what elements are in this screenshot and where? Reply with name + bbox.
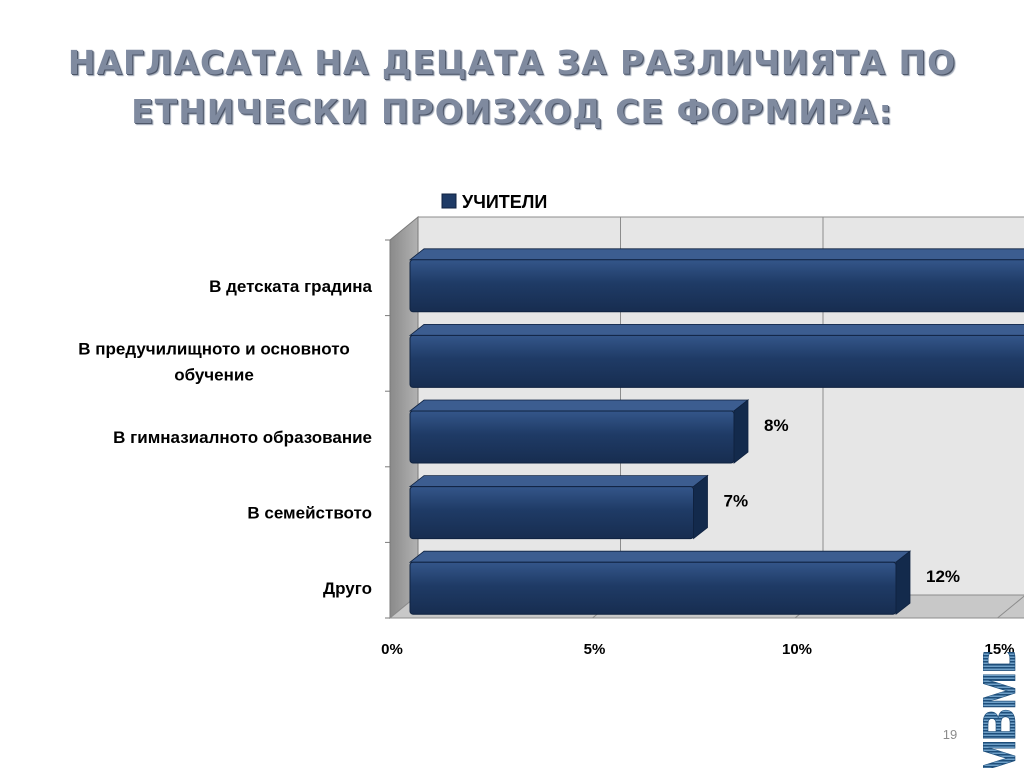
slide-title-line-1: НАГЛАСАТА НА ДЕЦАТА ЗА РАЗЛИЧИЯТА ПО xyxy=(67,43,957,82)
bar-top-face xyxy=(408,550,912,563)
category-label: Друго xyxy=(323,579,372,598)
bar-front-face xyxy=(409,561,897,615)
data-label: 8% xyxy=(764,416,789,435)
data-label: 7% xyxy=(724,492,749,511)
bar xyxy=(408,474,709,540)
mbmd-logo: MBMD xyxy=(983,652,1023,768)
bar-front-face xyxy=(409,334,1024,388)
page-number: 19 xyxy=(942,727,958,742)
bar-top-face xyxy=(408,248,1024,261)
bar xyxy=(408,399,750,464)
bar-front-face xyxy=(409,259,1024,313)
gridline xyxy=(997,595,1024,619)
category-label: В гимназиалното образование xyxy=(113,428,372,447)
x-tick-label: 5% xyxy=(584,641,606,658)
bar xyxy=(408,248,1024,313)
bar-front-face xyxy=(409,486,694,540)
slide-title: НАГЛАСАТА НА ДЕЦАТА ЗА РАЗЛИЧИЯТА ПО ЕТН… xyxy=(40,38,984,136)
legend-swatch xyxy=(441,193,457,209)
slide-title-line-2: ЕТНИЧЕСКИ ПРОИЗХОД СЕ ФОРМИРА: xyxy=(131,92,893,131)
bar-chart: 34%В детската градина35%В предучилищното… xyxy=(78,192,1024,658)
bar xyxy=(408,550,912,616)
x-tick-label: 15% xyxy=(984,641,1014,658)
svg-text:MBMD: MBMD xyxy=(983,652,1023,768)
bar-front-face xyxy=(409,410,735,464)
data-label: 12% xyxy=(926,567,960,586)
bar xyxy=(408,323,1024,388)
legend: УЧИТЕЛИ xyxy=(441,192,547,212)
x-tick-label: 10% xyxy=(782,641,812,658)
bar-end-face xyxy=(895,550,911,616)
x-tick-label: 0% xyxy=(381,641,403,658)
bar-top-face xyxy=(408,475,709,488)
bar-top-face xyxy=(408,399,750,412)
category-label: В детската градина xyxy=(209,277,372,296)
legend-label: УЧИТЕЛИ xyxy=(462,192,547,212)
category-label: В предучилищното и основното обучение xyxy=(78,339,350,384)
bar-end-face xyxy=(733,399,749,464)
category-label: В семейството xyxy=(247,504,372,523)
bar-top-face xyxy=(408,323,1024,336)
bar-end-face xyxy=(693,474,708,540)
